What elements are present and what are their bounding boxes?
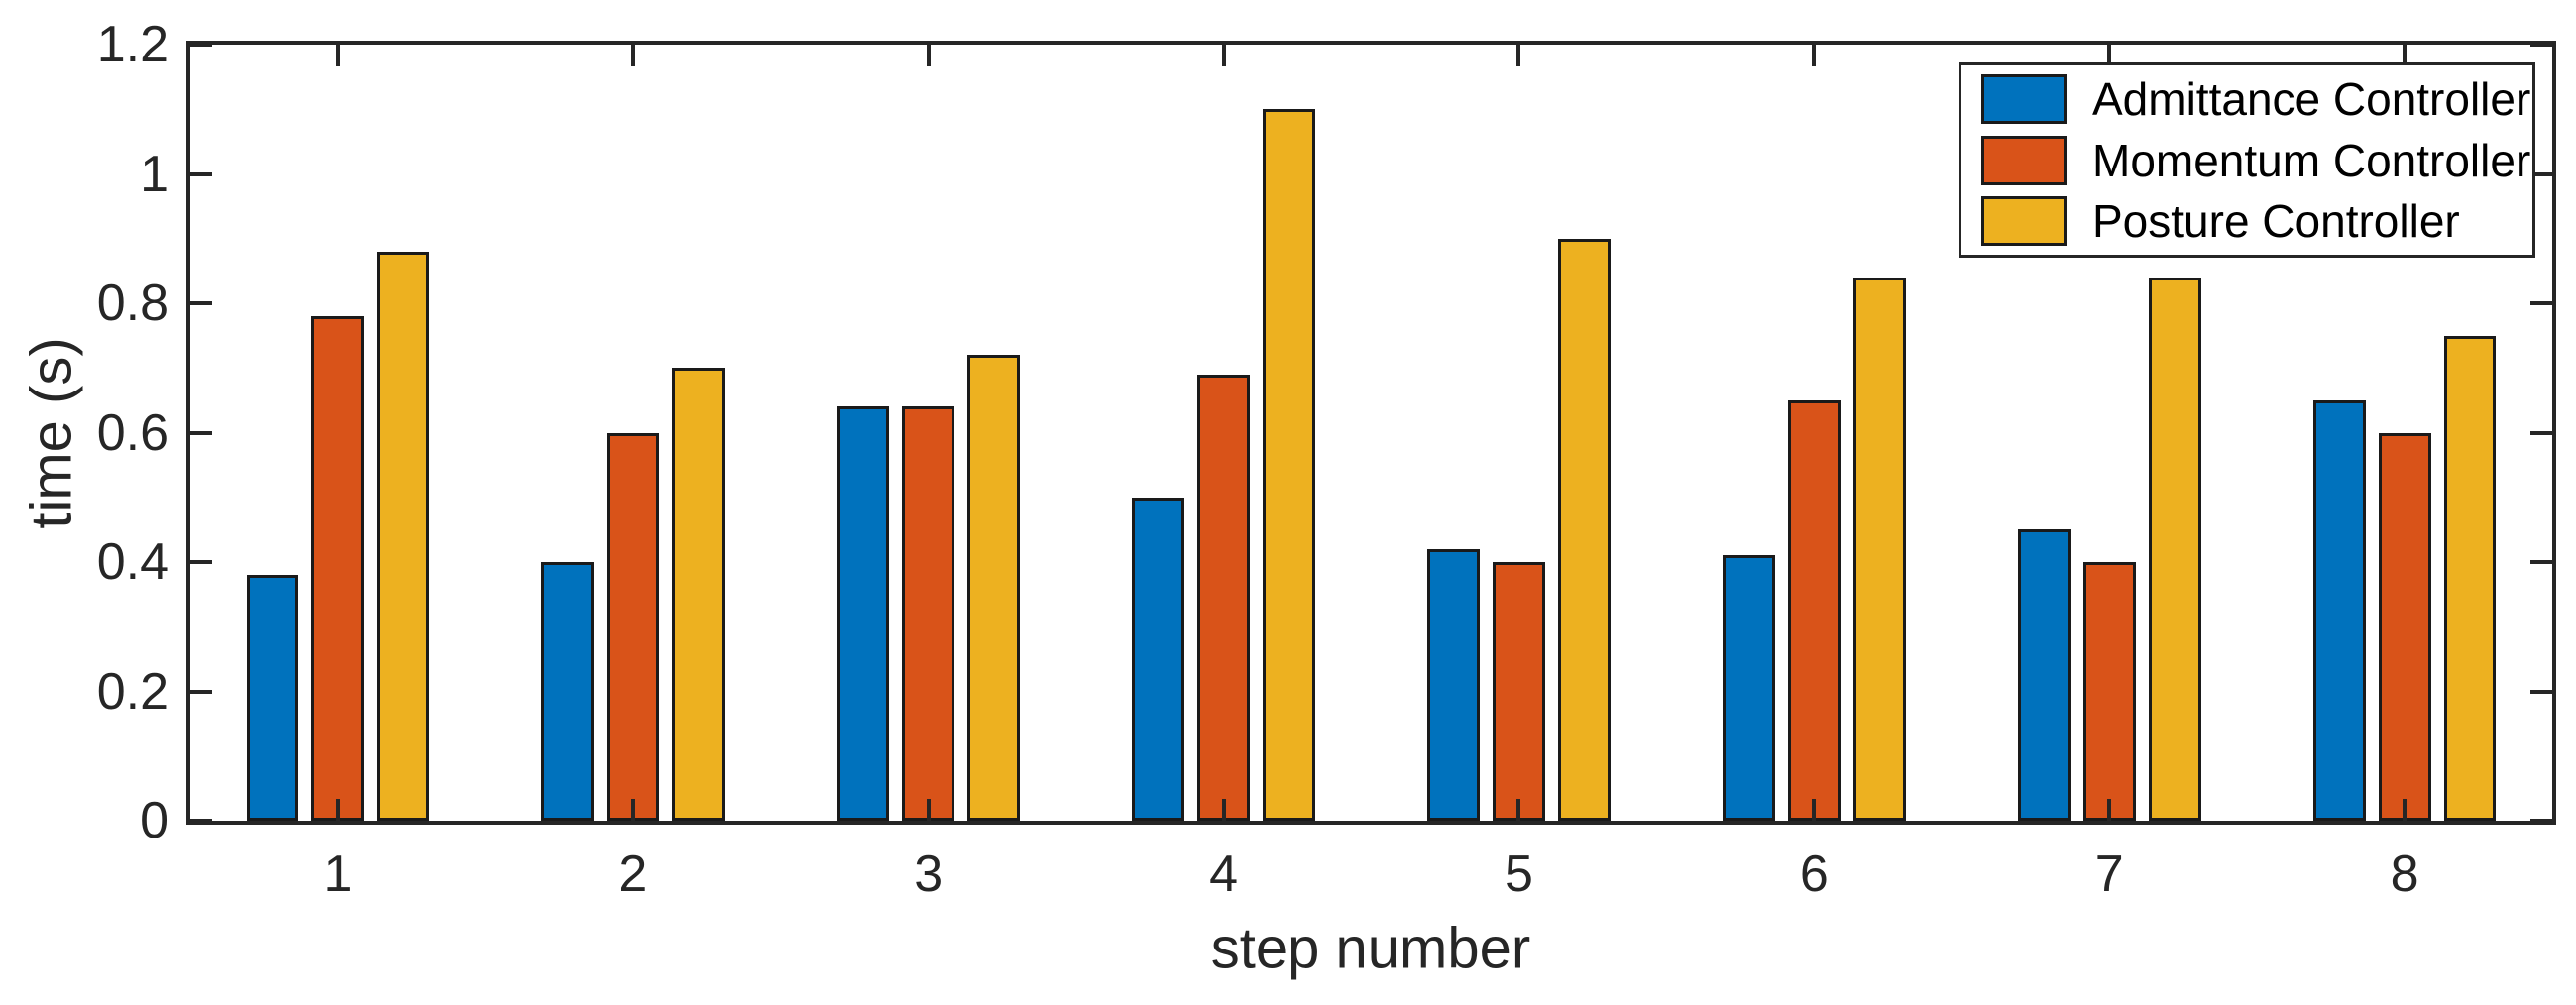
- x-tick-bottom-1: [335, 799, 340, 821]
- y-tick-right-1.2: [2530, 43, 2552, 47]
- legend-swatch-admittance: [1981, 74, 2067, 125]
- bar-step1-admittance: [246, 575, 299, 821]
- bar-step3-admittance: [837, 406, 890, 821]
- x-tick-label-4: 4: [1209, 845, 1239, 903]
- x-tick-bottom-2: [630, 799, 635, 821]
- x-tick-bottom-8: [2403, 799, 2408, 821]
- bar-step8-momentum: [2378, 432, 2431, 821]
- x-tick-top-3: [926, 45, 931, 66]
- y-tick-right-0.2: [2530, 689, 2552, 694]
- x-tick-top-1: [335, 45, 340, 66]
- y-tick-label-0.8: 0.8: [96, 275, 168, 332]
- legend-label-posture: Posture Controller: [2092, 194, 2460, 247]
- bar-step2-momentum: [607, 432, 660, 821]
- x-tick-label-1: 1: [323, 845, 353, 903]
- y-tick-right-0.4: [2530, 560, 2552, 564]
- x-tick-label-2: 2: [618, 845, 648, 903]
- y-tick-left-1.2: [190, 43, 212, 47]
- x-tick-top-2: [630, 45, 635, 66]
- x-tick-label-7: 7: [2094, 845, 2124, 903]
- legend-swatch-posture: [1981, 195, 2067, 246]
- legend-label-momentum: Momentum Controller: [2092, 134, 2531, 186]
- bar-step3-posture: [967, 355, 1021, 821]
- x-tick-bottom-6: [1812, 799, 1817, 821]
- y-tick-label-0.6: 0.6: [96, 403, 168, 462]
- bar-step6-posture: [1852, 277, 1906, 821]
- y-tick-label-0.2: 0.2: [96, 662, 168, 721]
- bar-step7-momentum: [2082, 562, 2136, 821]
- legend-swatch-momentum: [1981, 135, 2067, 185]
- y-tick-left-0.4: [190, 560, 212, 564]
- x-tick-top-4: [1221, 45, 1226, 66]
- bar-step7-posture: [2148, 277, 2201, 821]
- y-tick-label-1: 1: [140, 145, 168, 203]
- bar-step2-admittance: [541, 562, 595, 821]
- x-tick-bottom-3: [926, 799, 931, 821]
- y-tick-left-1: [190, 171, 212, 176]
- bar-step6-admittance: [1722, 555, 1775, 821]
- x-tick-top-5: [1516, 45, 1521, 66]
- bar-step3-momentum: [902, 406, 955, 821]
- x-tick-label-5: 5: [1504, 845, 1533, 903]
- legend-row-admittance: Admittance Controller: [1981, 72, 2532, 126]
- bar-step5-momentum: [1492, 562, 1545, 821]
- x-tick-top-7: [2107, 45, 2112, 66]
- bar-step5-admittance: [1427, 548, 1480, 821]
- bar-step8-posture: [2443, 335, 2497, 821]
- y-tick-left-0.6: [190, 430, 212, 435]
- legend-row-posture: Posture Controller: [1981, 194, 2532, 248]
- y-tick-left-0: [190, 819, 212, 823]
- x-tick-bottom-5: [1516, 799, 1521, 821]
- y-tick-left-0.8: [190, 301, 212, 305]
- x-tick-bottom-7: [2107, 799, 2112, 821]
- bar-step4-momentum: [1197, 374, 1250, 821]
- bar-step1-momentum: [311, 316, 365, 821]
- legend: Admittance Controller Momentum Controlle…: [1959, 62, 2535, 258]
- y-tick-right-0: [2530, 819, 2552, 823]
- bar-step7-admittance: [2017, 529, 2071, 821]
- y-tick-right-0.8: [2530, 301, 2552, 305]
- x-tick-top-6: [1812, 45, 1817, 66]
- y-tick-label-0.4: 0.4: [96, 533, 168, 591]
- bar-step8-admittance: [2312, 399, 2366, 821]
- y-tick-right-1: [2530, 171, 2552, 176]
- bar-step1-posture: [377, 251, 430, 821]
- x-tick-label-3: 3: [914, 845, 944, 903]
- x-tick-label-6: 6: [1799, 845, 1829, 903]
- y-tick-right-0.6: [2530, 430, 2552, 435]
- x-axis-label: step number: [1210, 916, 1531, 981]
- y-tick-label-0: 0: [140, 792, 168, 849]
- bar-step4-posture: [1263, 109, 1315, 821]
- y-tick-label-1.2: 1.2: [96, 16, 168, 73]
- bar-step5-posture: [1557, 238, 1611, 821]
- bar-step2-posture: [672, 368, 726, 821]
- legend-label-admittance: Admittance Controller: [2092, 73, 2531, 126]
- legend-row-momentum: Momentum Controller: [1981, 134, 2532, 187]
- bar-step6-momentum: [1787, 399, 1841, 821]
- x-tick-top-8: [2403, 45, 2408, 66]
- x-tick-label-8: 8: [2390, 845, 2419, 903]
- bar-step4-admittance: [1132, 497, 1185, 821]
- x-tick-bottom-4: [1221, 799, 1226, 821]
- y-tick-left-0.2: [190, 689, 212, 694]
